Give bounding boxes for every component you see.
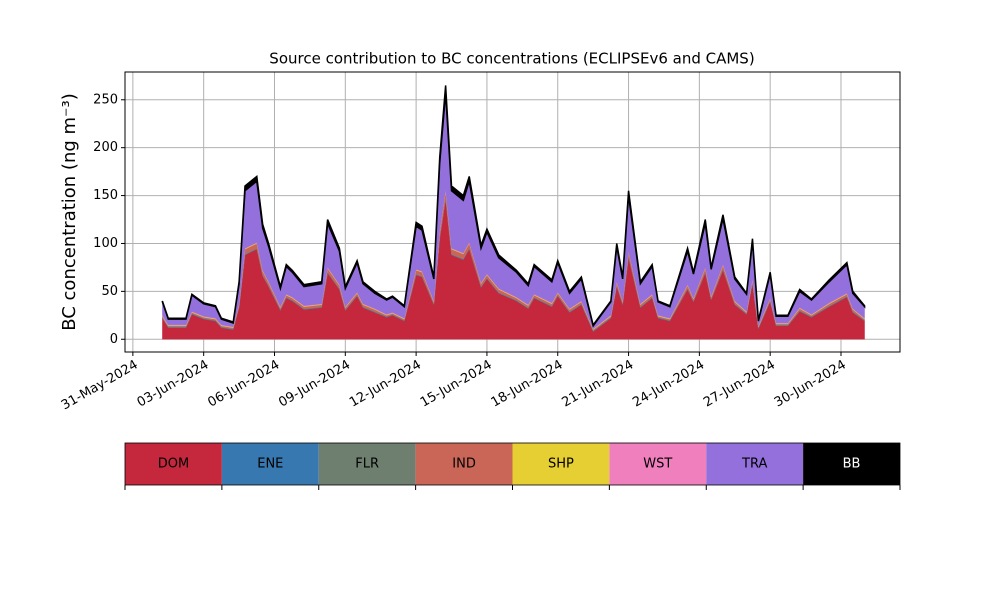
legend-label: IND xyxy=(452,457,476,472)
legend-label: WST xyxy=(643,457,672,472)
legend-swatch xyxy=(706,443,804,485)
x-tick-label: 09-Jun-2024 xyxy=(276,358,353,411)
y-tick-label: 50 xyxy=(101,284,118,299)
chart-title: Source contribution to BC concentrations… xyxy=(269,50,754,68)
x-tick-label: 24-Jun-2024 xyxy=(630,358,707,411)
legend-swatch xyxy=(415,443,513,485)
legend-frame xyxy=(124,442,901,486)
legend-label: FLR xyxy=(355,457,379,472)
legend-swatch xyxy=(609,443,707,485)
legend-label: ENE xyxy=(257,457,283,472)
legend-swatch xyxy=(803,443,900,485)
legend-swatch xyxy=(512,443,610,485)
y-tick-label: 150 xyxy=(93,188,118,203)
legend-label: BB xyxy=(843,457,861,472)
plot-frame xyxy=(124,71,901,353)
x-tick-label: 31-May-2024 xyxy=(59,358,141,414)
x-tick-label: 27-Jun-2024 xyxy=(701,358,778,411)
x-tick-label: 12-Jun-2024 xyxy=(347,358,424,411)
x-tick-label: 18-Jun-2024 xyxy=(489,358,566,411)
legend-label: SHP xyxy=(548,457,574,472)
legend-swatch xyxy=(221,443,319,485)
y-axis-label: BC concentration (ng m⁻³) xyxy=(59,93,80,331)
x-tick-label: 21-Jun-2024 xyxy=(559,358,636,411)
y-tick-label: 0 xyxy=(110,332,118,347)
y-tick-label: 250 xyxy=(93,92,118,107)
area xyxy=(161,85,866,328)
x-tick-label: 03-Jun-2024 xyxy=(135,358,212,411)
y-tick-label: 200 xyxy=(93,140,118,155)
x-tick-label: 15-Jun-2024 xyxy=(418,358,495,411)
x-tick-label: 06-Jun-2024 xyxy=(205,358,282,411)
legend-label: TRA xyxy=(741,457,767,472)
legend-swatch xyxy=(318,443,416,485)
legend-label: DOM xyxy=(158,457,189,472)
legend-swatch xyxy=(125,443,222,485)
y-tick-label: 100 xyxy=(93,236,118,251)
x-tick-label: 30-Jun-2024 xyxy=(772,358,849,411)
